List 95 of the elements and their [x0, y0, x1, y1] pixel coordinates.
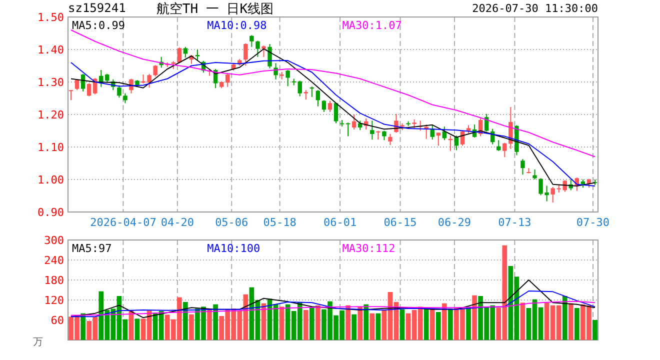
line-series	[70, 30, 596, 158]
chart-title: 航空TH 一 日K线图	[156, 2, 274, 17]
candlestick	[316, 90, 320, 107]
y-tick-label: 1.30	[38, 76, 64, 89]
candlestick	[117, 84, 122, 98]
bar	[352, 314, 356, 340]
bar	[364, 304, 369, 340]
text: MA30:112	[342, 242, 396, 255]
candlestick	[256, 40, 260, 58]
y-tick-label: 240	[44, 254, 64, 267]
chart-subtitle: sz159241	[68, 1, 126, 15]
text: MA5:97	[72, 242, 112, 255]
y-tick-label: 300	[44, 234, 64, 247]
x-tick-label: 07-30	[576, 216, 610, 229]
y-tick-label: 180	[44, 274, 64, 287]
line-series	[70, 300, 596, 316]
bar	[134, 318, 140, 340]
candlestick	[496, 140, 501, 152]
candlestick	[382, 130, 386, 141]
text: MA10:100	[207, 242, 260, 255]
candlestick	[195, 49, 200, 62]
bar	[303, 310, 308, 340]
candlestick	[346, 122, 350, 137]
bar	[189, 314, 194, 340]
y-tick-label: 120	[44, 294, 64, 307]
y-tick-label: 1.00	[38, 174, 64, 186]
candlestick	[86, 82, 92, 97]
candlestick	[484, 113, 489, 132]
y-tick-label: 0.90	[38, 206, 64, 219]
candlestick	[123, 92, 128, 104]
candlestick	[322, 100, 326, 112]
line-series	[70, 290, 596, 318]
x-tick-label: 05-06	[215, 216, 248, 229]
candlestick	[352, 114, 356, 130]
y-tick-label: 1.40	[38, 44, 64, 56]
x-tick-label: 06-29	[438, 216, 472, 229]
x-tick-label: 06-15	[384, 216, 417, 229]
candlestick	[177, 47, 182, 64]
text: MA5:0.99	[72, 19, 125, 32]
text: MA10:0.98	[207, 19, 267, 32]
bar	[466, 306, 471, 340]
bar	[279, 306, 284, 340]
candlestick	[68, 90, 74, 101]
bar	[472, 295, 477, 340]
bar	[310, 306, 314, 340]
bar	[520, 302, 526, 340]
candlestick	[262, 45, 266, 58]
x-tick-label: 04-20	[160, 216, 194, 229]
candlestick	[286, 69, 290, 87]
bar	[80, 313, 86, 340]
bar	[370, 313, 375, 340]
bar	[376, 313, 381, 340]
candlestick	[436, 132, 441, 146]
candlestick	[274, 62, 278, 80]
candlestick	[520, 158, 525, 176]
y-tick-label: 1.10	[38, 141, 64, 154]
x-tick-label: 2026-04-07	[90, 216, 156, 229]
bar	[316, 305, 320, 340]
bar	[400, 309, 405, 340]
candlestick	[250, 34, 254, 48]
bar	[424, 308, 429, 340]
bar	[442, 303, 447, 340]
candlestick	[80, 73, 86, 92]
y-axis-title: 万	[33, 337, 43, 348]
y-tick-label: 1.50	[38, 11, 64, 24]
candlestick	[304, 90, 308, 100]
bar	[592, 320, 598, 340]
candlestick	[310, 86, 314, 98]
candlestick	[244, 42, 248, 66]
text: MA30:1.07	[342, 19, 402, 32]
bar	[207, 310, 212, 340]
candlestick	[370, 120, 374, 140]
candlestick	[388, 134, 392, 146]
x-tick-label: 05-18	[263, 216, 296, 229]
x-tick-label: 07-13	[498, 216, 532, 229]
bar	[568, 303, 574, 340]
bar	[574, 308, 580, 340]
bar	[430, 308, 435, 340]
candlestick	[225, 73, 230, 88]
candlestick	[328, 100, 332, 112]
text: 2026-07-30 11:30:00	[472, 2, 598, 15]
bar	[358, 306, 363, 340]
bar	[346, 305, 350, 340]
x-tick-label: 06-01	[323, 216, 357, 229]
candlestick	[532, 168, 537, 180]
candlestick	[298, 80, 302, 97]
bar	[448, 308, 453, 340]
candlestick	[183, 46, 188, 58]
y-tick-label: 1.20	[38, 108, 64, 122]
candlestick	[153, 64, 158, 77]
bar	[183, 302, 188, 340]
y-tick-label: 60	[50, 314, 64, 327]
bar	[436, 312, 441, 340]
bar	[213, 304, 218, 340]
bar	[562, 296, 568, 340]
